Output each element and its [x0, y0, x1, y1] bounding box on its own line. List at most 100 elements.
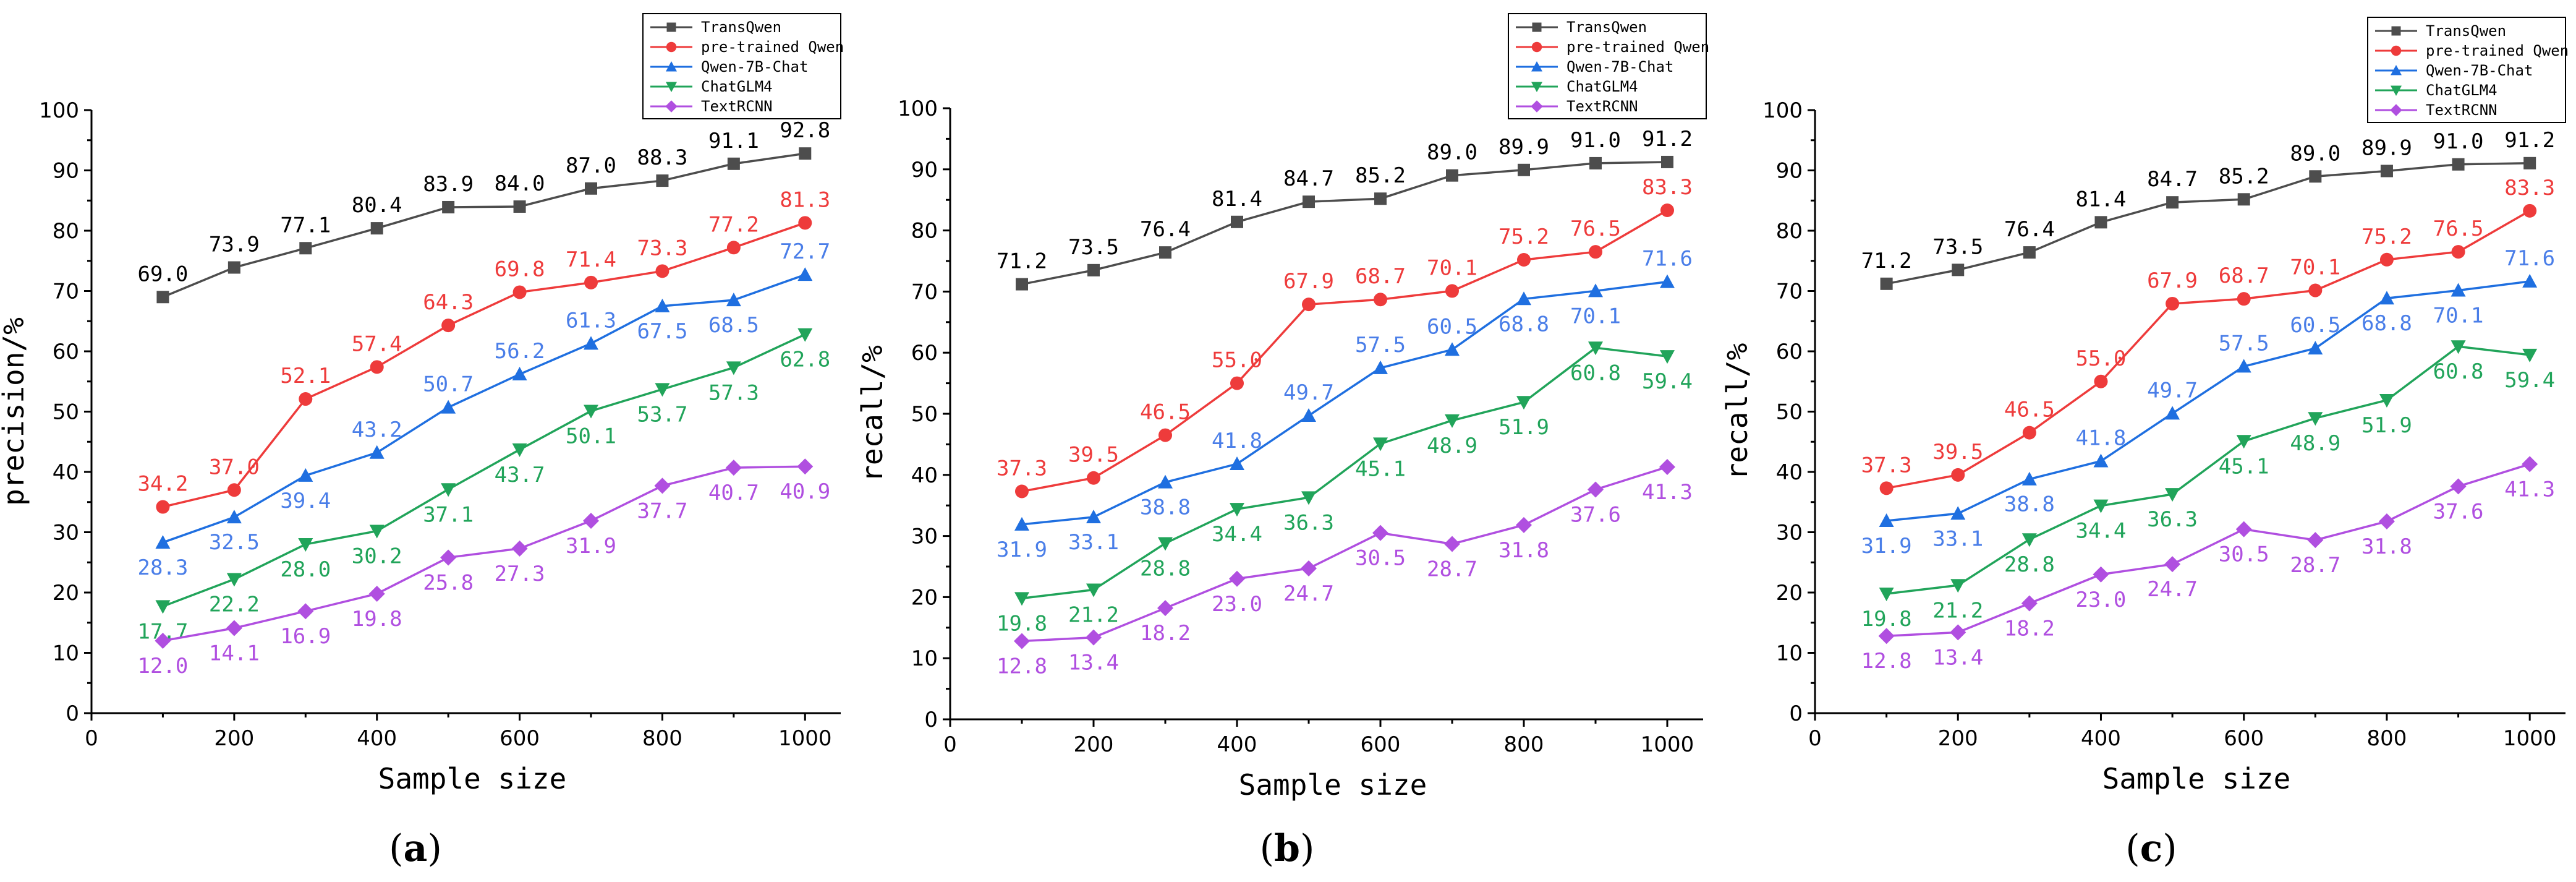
data-label: 71.2 [997, 249, 1047, 274]
data-label: 92.8 [780, 118, 830, 143]
data-point [2308, 412, 2323, 426]
data-point [1879, 481, 1894, 495]
data-label: 71.6 [1642, 247, 1693, 272]
data-label: 73.3 [637, 236, 687, 260]
x-tick-label: 400 [357, 726, 397, 751]
data-label: 12.8 [1861, 649, 1912, 674]
data-label: 38.8 [1140, 495, 1191, 520]
data-point [1950, 579, 1966, 593]
data-label: 76.5 [2433, 216, 2484, 241]
data-label: 71.2 [1861, 249, 1912, 273]
data-point [512, 285, 527, 299]
data-label: 40.9 [780, 479, 830, 504]
legend-marker [666, 61, 677, 72]
series-3: 17.722.228.030.237.143.750.153.757.362.8 [137, 328, 830, 644]
data-point [1516, 516, 1532, 533]
data-point [2165, 406, 2180, 420]
data-point [1879, 587, 1894, 601]
y-tick-label: 20 [911, 585, 938, 610]
data-point [1014, 516, 1029, 531]
data-point [299, 392, 313, 406]
legend-entry: TextRCNN [701, 98, 773, 115]
data-point [370, 360, 384, 374]
data-label: 24.7 [1283, 581, 1334, 606]
data-point [511, 540, 528, 557]
data-point [1516, 396, 1531, 410]
data-point [513, 200, 526, 213]
legend-marker [2391, 45, 2402, 56]
data-label: 51.9 [2361, 413, 2412, 438]
data-point [1373, 437, 1388, 452]
data-label: 60.5 [1427, 314, 1477, 339]
x-axis-label: Sample size [2102, 762, 2291, 795]
series-line [162, 333, 806, 608]
data-label: 19.8 [352, 607, 402, 632]
data-point [1588, 283, 1603, 298]
data-label: 37.6 [2433, 499, 2484, 524]
data-point [726, 241, 741, 255]
data-label: 67.5 [637, 319, 687, 344]
data-point [1880, 277, 1893, 290]
series-1: 34.2 37.0 52.1 57.4 64.3 69.8 71.4 73.3 77.2 81.3 [137, 187, 830, 514]
data-label: 89.9 [1498, 135, 1549, 160]
data-point [1230, 456, 1244, 471]
data-point [1445, 414, 1460, 428]
data-point [226, 620, 242, 636]
data-label: 60.5 [2290, 313, 2340, 338]
data-label: 75.2 [1498, 225, 1549, 249]
data-point [1015, 484, 1029, 499]
data-point [2236, 435, 2251, 449]
data-point [2023, 246, 2036, 259]
y-tick-label: 30 [53, 521, 79, 546]
data-label: 38.8 [2004, 492, 2055, 517]
x-tick-label: 400 [1217, 732, 1257, 757]
data-label: 31.8 [2361, 534, 2412, 559]
data-label: 91.2 [2504, 128, 2555, 153]
data-label: 50.1 [566, 424, 616, 449]
legend-marker [1531, 82, 1542, 92]
data-label: 46.5 [1140, 400, 1191, 425]
data-point [369, 524, 385, 539]
data-point [1444, 536, 1460, 552]
data-label: 37.7 [637, 499, 687, 523]
data-label: 57.5 [2219, 331, 2269, 356]
data-point [1445, 342, 1460, 356]
y-axis-label: precision/% [0, 317, 30, 506]
data-label: 70.1 [1427, 255, 1477, 280]
y-tick-label: 0 [924, 708, 938, 732]
data-label: 28.7 [2290, 553, 2340, 578]
y-tick-label: 40 [53, 460, 79, 485]
data-label: 22.2 [209, 593, 260, 617]
legend-marker [2391, 26, 2401, 36]
data-point [156, 291, 169, 304]
legend: TransQwen pre-trained Qwen Qwen-7B-Chat Cha… [2367, 17, 2569, 123]
data-point [1301, 560, 1317, 576]
data-point [1157, 600, 1173, 617]
series-line [1886, 463, 2530, 637]
data-point [1158, 474, 1173, 489]
x-tick-label: 0 [85, 726, 98, 751]
data-point [299, 242, 312, 255]
y-tick-label: 100 [39, 98, 79, 123]
data-point [441, 319, 456, 333]
data-label: 37.3 [997, 456, 1047, 481]
data-label: 50.7 [423, 372, 474, 397]
y-tick-label: 10 [911, 646, 938, 671]
x-tick-label: 400 [2081, 726, 2121, 751]
data-point [727, 157, 740, 170]
data-point [1950, 624, 1966, 641]
data-point [2307, 532, 2324, 549]
data-point [2165, 488, 2180, 502]
data-point [1229, 570, 1245, 587]
data-label: 52.1 [280, 364, 331, 388]
legend-entry: Qwen-7B-Chat [2426, 62, 2533, 79]
data-point [2451, 245, 2465, 259]
data-point [1158, 428, 1172, 442]
data-label: 43.2 [352, 417, 402, 442]
data-label: 73.5 [1932, 234, 1983, 259]
y-tick-label: 20 [1776, 581, 1803, 606]
data-label: 71.4 [566, 247, 616, 272]
legend-marker [1531, 41, 1542, 53]
data-label: 28.7 [1427, 557, 1477, 581]
y-tick-label: 40 [911, 463, 938, 488]
